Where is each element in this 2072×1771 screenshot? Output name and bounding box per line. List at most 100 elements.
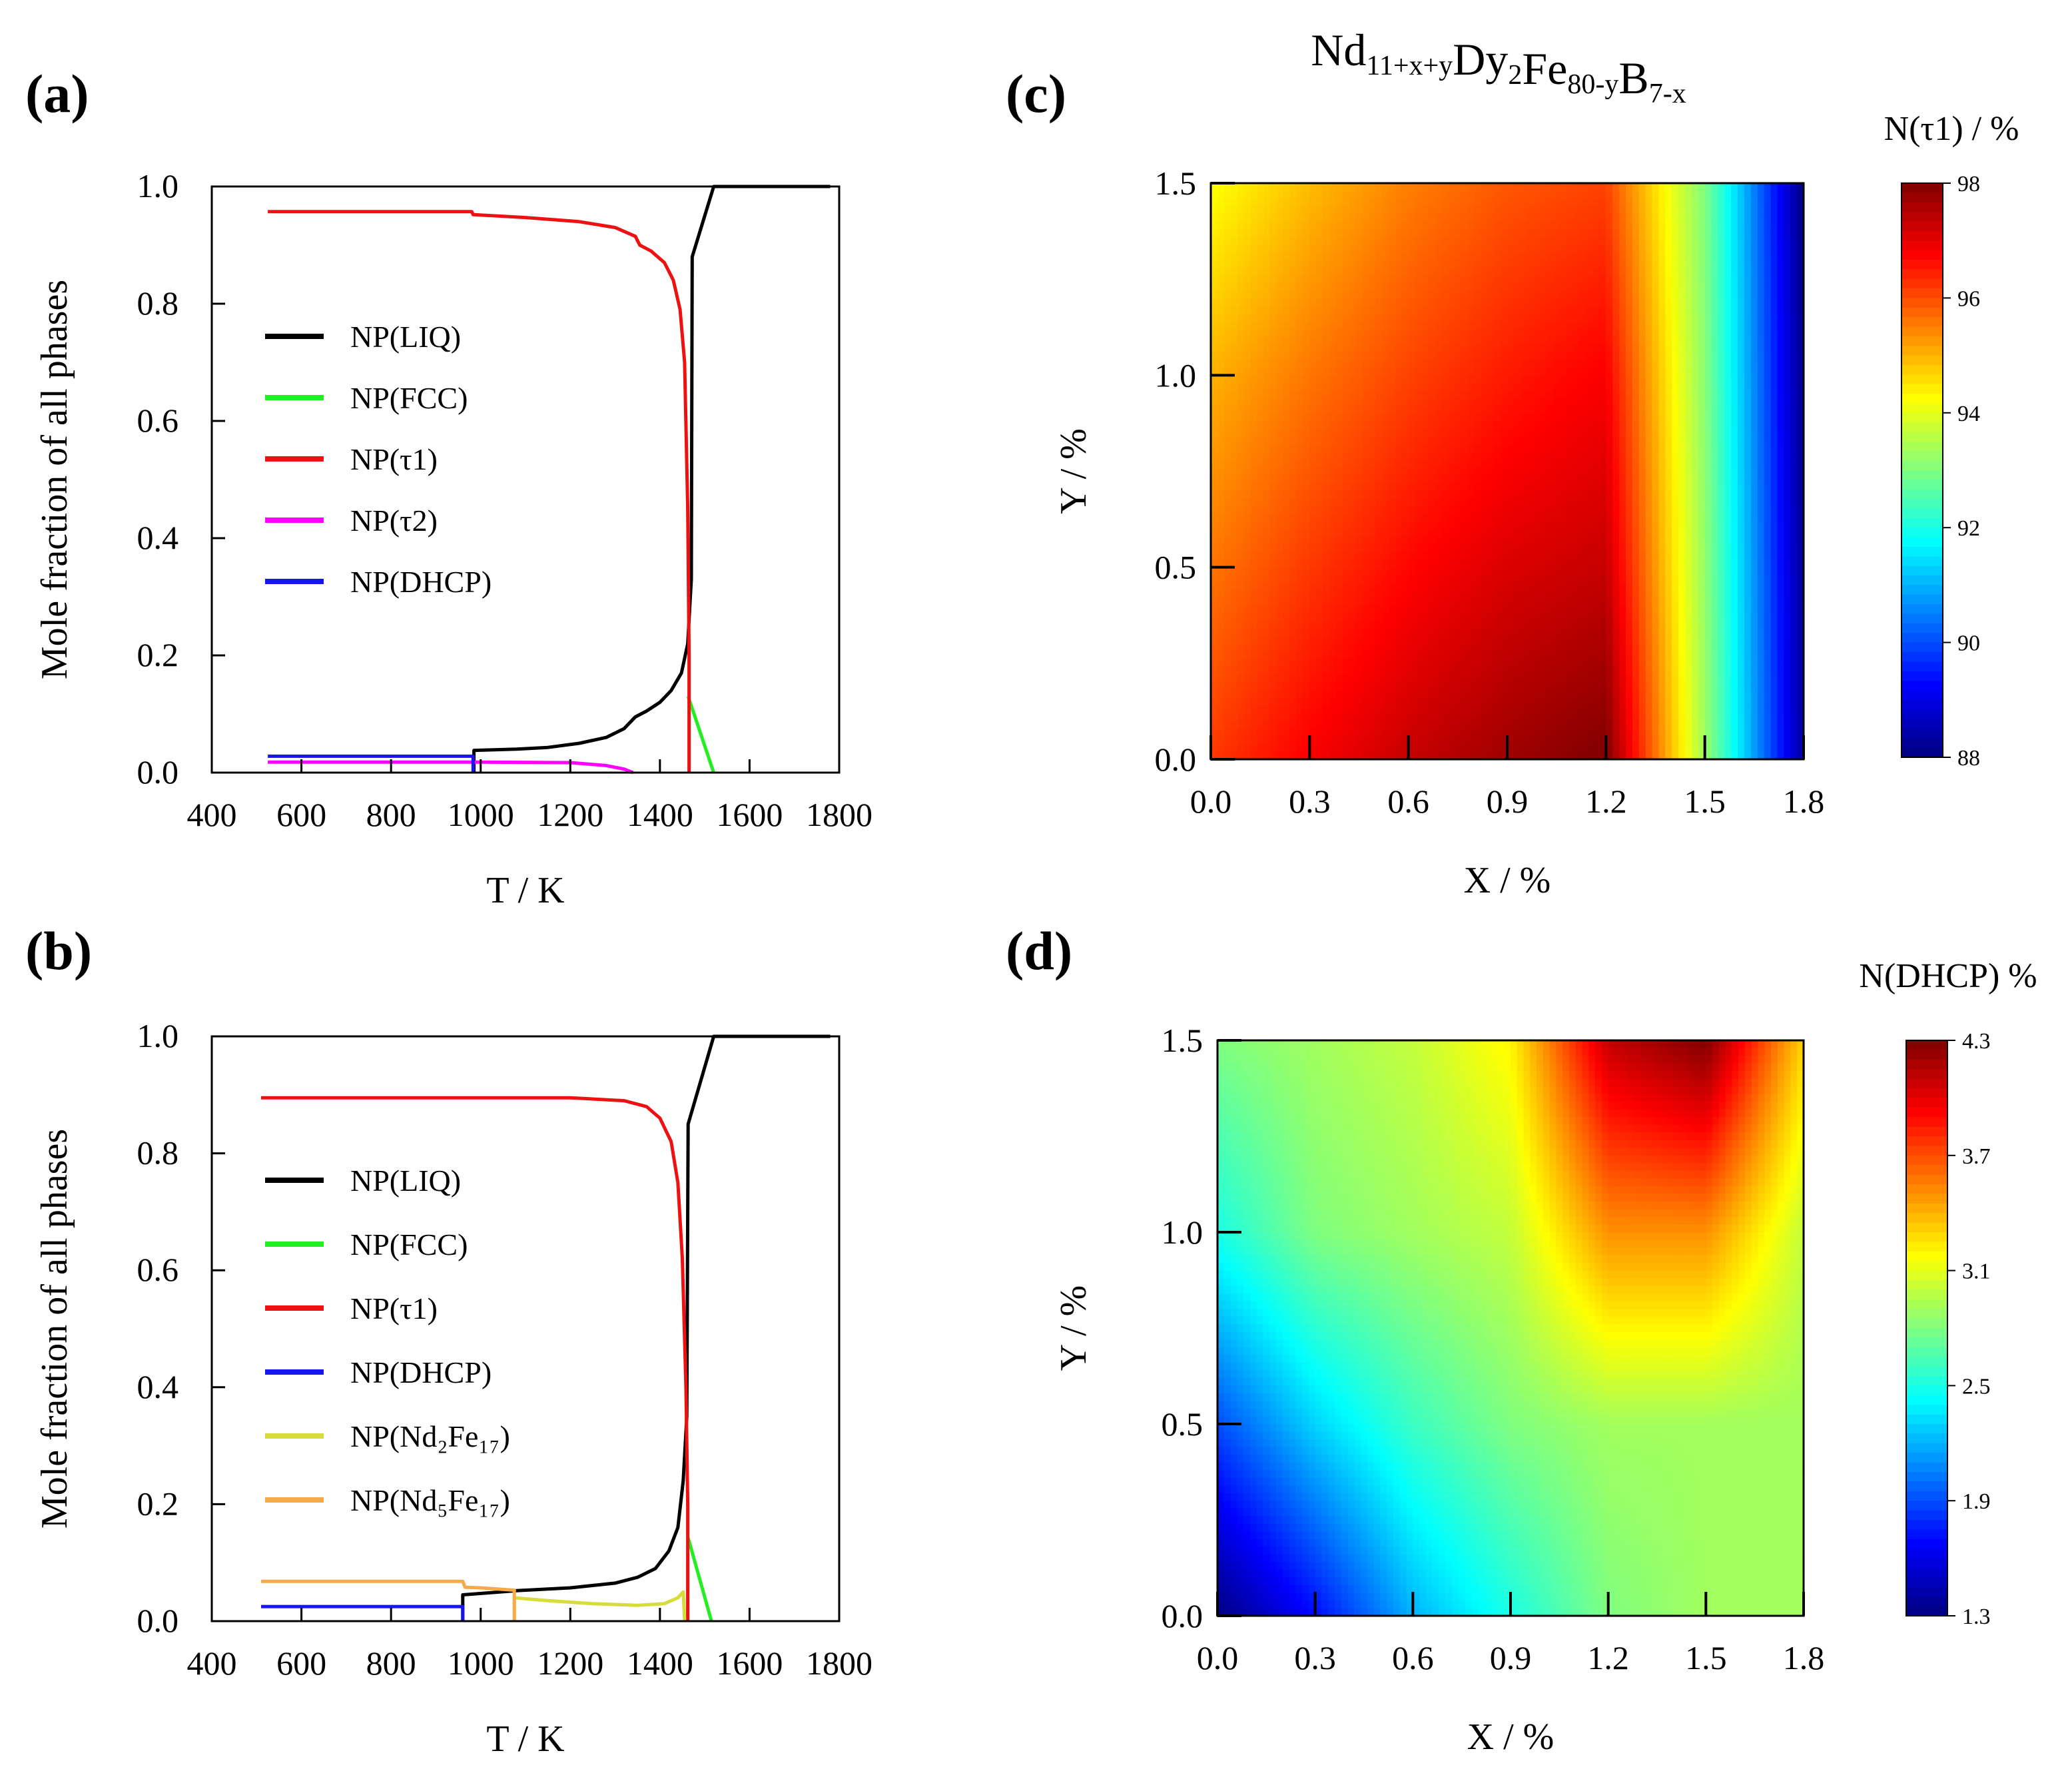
heatmap-cell: [1612, 236, 1620, 246]
heatmap-cell: [1454, 621, 1462, 629]
heatmap-cell: [1355, 406, 1363, 414]
heatmap-cell: [1237, 429, 1245, 438]
heatmap-cell: [1211, 713, 1218, 722]
heatmap-cell: [1579, 375, 1587, 384]
heatmap-cell: [1579, 621, 1587, 629]
heatmap-cell: [1579, 344, 1587, 353]
heatmap-cell: [1283, 460, 1291, 468]
heatmap-cell: [1223, 475, 1231, 484]
heatmap-cell: [1329, 336, 1337, 345]
heatmap-cell: [1211, 282, 1218, 292]
heatmap-cell: [1230, 713, 1238, 722]
heatmap-cell: [1435, 667, 1442, 675]
heatmap-cell: [1342, 713, 1350, 722]
heatmap-cell: [1283, 183, 1291, 192]
heatmap-cell: [1415, 544, 1423, 553]
heatmap-cell: [1533, 498, 1541, 507]
heatmap-cell: [1520, 597, 1528, 607]
heatmap-cell: [1553, 575, 1560, 583]
heatmap-cell: [1474, 429, 1482, 438]
heatmap-cell: [1362, 429, 1370, 438]
heatmap-cell: [1540, 521, 1548, 530]
heatmap-cell: [1349, 252, 1357, 261]
heatmap-cell: [1540, 183, 1548, 192]
heatmap-cell: [1626, 452, 1633, 460]
heatmap-cell: [1355, 267, 1363, 276]
heatmap-cell: [1303, 452, 1311, 460]
heatmap-cell: [1579, 306, 1587, 314]
heatmap-cell: [1547, 344, 1554, 353]
heatmap-cell: [1217, 513, 1225, 522]
heatmap-cell: [1547, 682, 1554, 691]
heatmap-cell: [1303, 513, 1311, 522]
heatmap-cell: [1428, 551, 1436, 560]
heatmap-cell: [1408, 229, 1416, 238]
heatmap-cell: [1592, 260, 1600, 268]
heatmap-cell: [1527, 252, 1535, 261]
heatmap-cell: [1237, 605, 1245, 614]
heatmap-cell: [1527, 452, 1535, 460]
heatmap-cell: [1553, 367, 1560, 376]
heatmap-cell: [1401, 390, 1409, 399]
heatmap-cell: [1507, 436, 1515, 445]
heatmap-cell: [1501, 482, 1508, 492]
heatmap-cell: [1441, 421, 1449, 430]
heatmap-cell: [1474, 536, 1482, 545]
heatmap-cell: [1389, 628, 1396, 637]
heatmap-cell: [1461, 429, 1469, 438]
heatmap-cell: [1513, 529, 1521, 537]
heatmap-cell: [1592, 582, 1600, 591]
heatmap-cell: [1395, 329, 1403, 338]
heatmap-cell: [1435, 575, 1442, 583]
heatmap-cell: [1316, 506, 1323, 514]
y-tick-label: 1.0: [137, 1017, 179, 1054]
heatmap-cell: [1474, 298, 1482, 307]
heatmap-cell: [1316, 229, 1323, 238]
heatmap-cell: [1527, 190, 1535, 199]
heatmap-cell: [1408, 252, 1416, 261]
heatmap-cell: [1309, 644, 1317, 653]
heatmap-cell: [1408, 329, 1416, 338]
heatmap-cell: [1408, 628, 1416, 637]
heatmap-cell: [1217, 360, 1225, 368]
heatmap-cell: [1501, 282, 1508, 292]
heatmap-cell: [1481, 460, 1489, 468]
heatmap-cell: [1382, 344, 1389, 353]
heatmap-cell: [1250, 529, 1258, 537]
heatmap-cell: [1408, 551, 1416, 560]
heatmap-cell: [1263, 490, 1271, 499]
heatmap-cell: [1309, 713, 1317, 722]
heatmap-cell: [1316, 421, 1323, 430]
heatmap-cell: [1513, 229, 1521, 238]
heatmap-cell: [1540, 352, 1548, 361]
heatmap-cell: [1382, 713, 1389, 722]
heatmap-cell: [1230, 190, 1238, 199]
heatmap-cell: [1342, 321, 1350, 330]
heatmap-cell: [1316, 513, 1323, 522]
heatmap-cell: [1494, 659, 1501, 668]
heatmap-cell: [1309, 582, 1317, 591]
heatmap-cell: [1257, 267, 1264, 276]
heatmap-cell: [1441, 705, 1449, 714]
heatmap-cell: [1520, 521, 1528, 530]
heatmap-cell: [1592, 667, 1600, 675]
heatmap-cell: [1369, 567, 1377, 575]
heatmap-cell: [1579, 559, 1587, 568]
heatmap-cell: [1579, 690, 1587, 699]
heatmap-cell: [1435, 444, 1442, 453]
heatmap-cell: [1441, 644, 1449, 653]
heatmap-cell: [1487, 559, 1495, 568]
heatmap-cell: [1448, 605, 1455, 614]
heatmap-cell: [1454, 252, 1462, 261]
heatmap-cell: [1382, 452, 1389, 460]
heatmap-cell: [1481, 444, 1489, 453]
heatmap-cell: [1283, 260, 1291, 268]
x-tick-label: 1800: [806, 796, 872, 833]
heatmap-cell: [1547, 721, 1554, 729]
heatmap-cell: [1435, 352, 1442, 361]
heatmap-cell: [1547, 206, 1554, 214]
heatmap-cell: [1572, 352, 1580, 361]
heatmap-cell: [1547, 544, 1554, 553]
heatmap-cell: [1632, 221, 1640, 230]
heatmap-cell: [1421, 344, 1429, 353]
